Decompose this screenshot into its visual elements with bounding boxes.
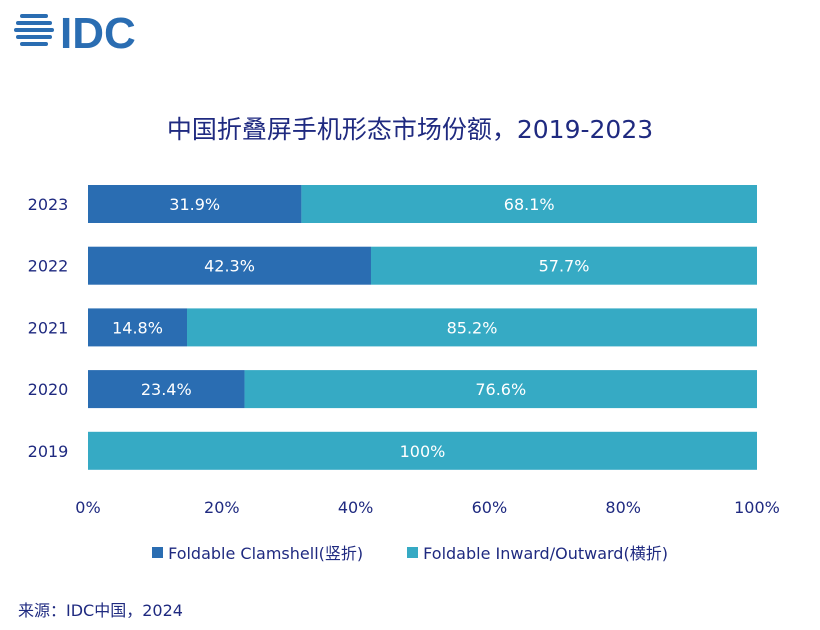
bar-segment bbox=[88, 185, 302, 223]
chart-title: 中国折叠屏手机形态市场份额，2019-2023 bbox=[166, 115, 654, 144]
data-label: 100% bbox=[400, 442, 446, 461]
data-label: 76.6% bbox=[475, 380, 526, 399]
category-label: 2022 bbox=[28, 257, 69, 276]
x-tick-label: 60% bbox=[472, 498, 508, 517]
x-tick-label: 20% bbox=[204, 498, 240, 517]
category-label: 2023 bbox=[28, 195, 69, 214]
source-note: 来源：IDC中国，2024 bbox=[18, 601, 183, 620]
data-label: 42.3% bbox=[204, 257, 255, 276]
legend: Foldable Clamshell(竖折) Foldable Inward/O… bbox=[0, 540, 820, 564]
x-tick-label: 40% bbox=[338, 498, 374, 517]
legend-swatch bbox=[152, 546, 164, 558]
bar-segment bbox=[88, 431, 757, 470]
legend-item-inward-outward: Foldable Inward/Outward(横折) bbox=[407, 540, 668, 564]
x-tick-label: 80% bbox=[605, 498, 641, 517]
data-label: 85.2% bbox=[447, 318, 498, 337]
bar-segment bbox=[244, 370, 757, 409]
x-tick-label: 0% bbox=[75, 498, 100, 517]
idc-logo: IDC bbox=[14, 9, 136, 56]
bar-segment bbox=[88, 246, 371, 285]
data-label: 23.4% bbox=[141, 380, 192, 399]
svg-text:IDC: IDC bbox=[60, 9, 136, 56]
data-label: 57.7% bbox=[539, 257, 590, 276]
category-label: 2020 bbox=[28, 380, 69, 399]
bar-segment bbox=[88, 370, 245, 409]
legend-label: Foldable Inward/Outward(横折) bbox=[423, 544, 668, 563]
legend-label: Foldable Clamshell(竖折) bbox=[168, 544, 364, 563]
legend-swatch bbox=[407, 546, 419, 558]
category-label: 2021 bbox=[28, 318, 69, 337]
data-label: 68.1% bbox=[504, 195, 555, 214]
bar-segment bbox=[88, 308, 188, 347]
bar-chart: 2023 31.9% 68.1% 2022 42.3% 57.7% 2021 14.8% 85.… bbox=[28, 185, 780, 517]
bar-segment bbox=[370, 246, 757, 285]
bar-segment bbox=[301, 185, 757, 223]
data-label: 31.9% bbox=[169, 195, 220, 214]
x-tick-label: 100% bbox=[734, 498, 780, 517]
legend-item-clamshell: Foldable Clamshell(竖折) bbox=[152, 540, 363, 564]
bar-segment bbox=[187, 308, 758, 347]
data-label: 14.8% bbox=[112, 318, 163, 337]
category-label: 2019 bbox=[28, 442, 69, 461]
